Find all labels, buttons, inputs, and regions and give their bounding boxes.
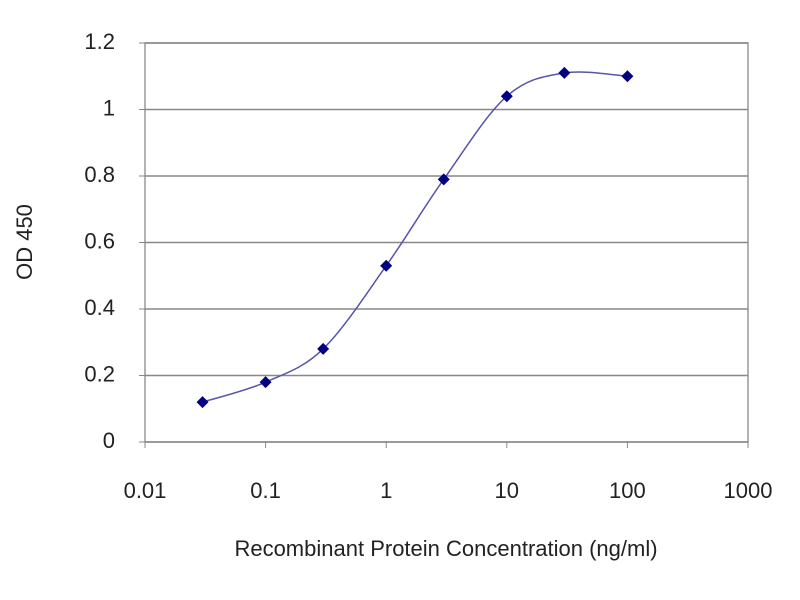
- data-point: [196, 396, 209, 409]
- y-tick-label: 0.4: [84, 295, 115, 320]
- x-tick-label: 1: [380, 478, 392, 503]
- x-tick-label: 1000: [724, 478, 773, 503]
- x-tick-label: 0.1: [250, 478, 281, 503]
- x-tick-label: 100: [609, 478, 646, 503]
- y-tick-label: 0.8: [84, 162, 115, 187]
- y-tick-label: 0.2: [84, 361, 115, 386]
- x-tick-label: 10: [495, 478, 519, 503]
- data-point: [621, 70, 634, 83]
- data-point: [380, 259, 393, 272]
- data-point: [259, 376, 272, 389]
- series-line: [202, 71, 628, 403]
- x-axis-title: Recombinant Protein Concentration (ng/ml…: [234, 536, 657, 561]
- x-tick-label: 0.01: [124, 478, 167, 503]
- data-point: [500, 90, 513, 103]
- data-point: [558, 66, 571, 79]
- data-point: [317, 342, 330, 355]
- y-axis-title: OD 450: [12, 204, 37, 280]
- data-point: [437, 173, 450, 186]
- y-tick-label: 0: [103, 428, 115, 453]
- y-tick-label: 1.2: [84, 29, 115, 54]
- y-tick-label: 0.6: [84, 228, 115, 253]
- y-tick-label: 1: [103, 95, 115, 120]
